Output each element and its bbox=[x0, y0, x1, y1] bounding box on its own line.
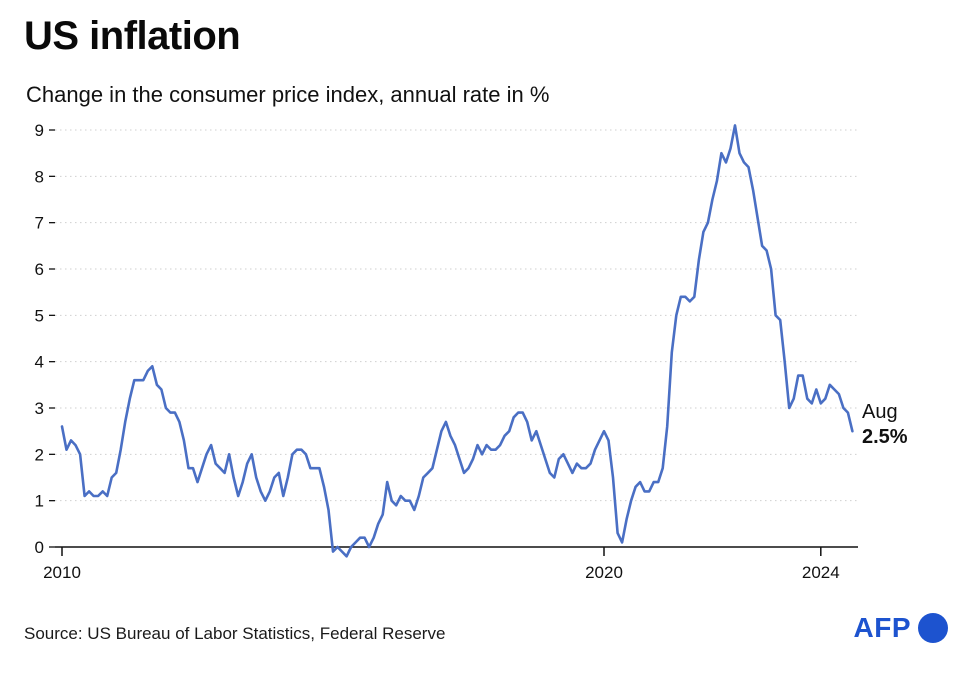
afp-globe-icon bbox=[918, 613, 948, 643]
x-tick-label: 2020 bbox=[585, 563, 623, 582]
y-tick-label: 2 bbox=[35, 445, 44, 464]
annotation-month: Aug bbox=[862, 401, 898, 423]
y-tick-label: 9 bbox=[35, 121, 44, 140]
y-tick-label: 6 bbox=[35, 260, 44, 279]
source-credit: Source: US Bureau of Labor Statistics, F… bbox=[24, 624, 446, 643]
gridlines bbox=[49, 129, 858, 548]
afp-logo-text: AFP bbox=[853, 612, 911, 643]
last-point-annotation: Aug 2.5% bbox=[862, 400, 908, 450]
page-title: US inflation bbox=[24, 14, 241, 58]
y-axis-labels: 0 1 2 3 4 5 6 7 8 9 bbox=[35, 121, 44, 557]
x-tick-label: 2024 bbox=[802, 563, 840, 582]
annotation-value: 2.5% bbox=[862, 426, 908, 448]
chart-subtitle: Change in the consumer price index, annu… bbox=[26, 82, 550, 107]
y-tick-label: 3 bbox=[35, 399, 44, 418]
y-tick-label: 4 bbox=[35, 353, 44, 372]
inflation-line-chart: 0 1 2 3 4 5 6 7 8 9 2010 2020 2024 bbox=[35, 121, 858, 582]
inflation-line-series bbox=[60, 124, 854, 558]
afp-logo: AFP bbox=[853, 612, 948, 644]
y-tick-label: 5 bbox=[35, 306, 44, 325]
x-tick-label: 2010 bbox=[43, 563, 81, 582]
y-tick-label: 0 bbox=[35, 538, 44, 557]
x-axis-labels: 2010 2020 2024 bbox=[43, 547, 840, 582]
y-tick-label: 1 bbox=[35, 492, 44, 511]
y-tick-label: 7 bbox=[35, 214, 44, 233]
y-tick-label: 8 bbox=[35, 167, 44, 186]
